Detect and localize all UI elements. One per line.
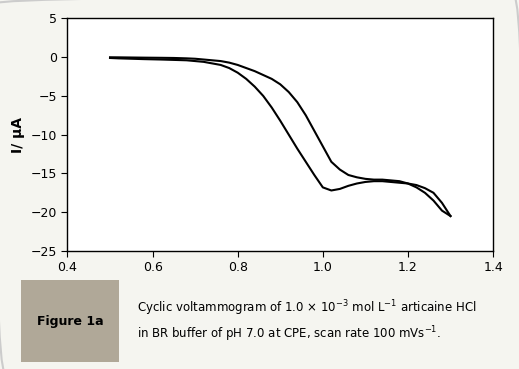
Text: Cyclic voltammogram of 1.0 × 10$^{-3}$ mol L$^{-1}$ articaine HCl
in BR buffer o: Cyclic voltammogram of 1.0 × 10$^{-3}$ m… bbox=[137, 298, 477, 344]
Text: Figure 1a: Figure 1a bbox=[37, 314, 103, 328]
Y-axis label: I/ μA: I/ μA bbox=[11, 117, 25, 153]
X-axis label: E/V: E/V bbox=[266, 280, 294, 295]
